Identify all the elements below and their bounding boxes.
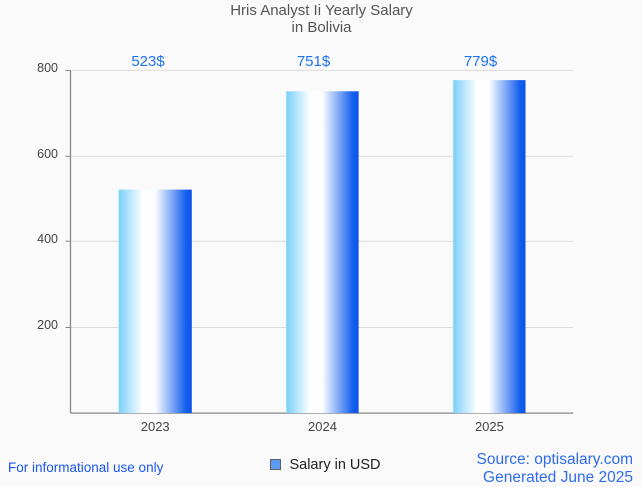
- svg-text:2025: 2025: [475, 419, 504, 434]
- svg-text:800: 800: [37, 61, 58, 75]
- svg-text:779$: 779$: [464, 53, 498, 70]
- svg-text:400: 400: [37, 232, 58, 246]
- svg-text:751$: 751$: [297, 53, 331, 70]
- svg-text:2023: 2023: [141, 419, 170, 434]
- svg-text:2024: 2024: [308, 419, 337, 434]
- svg-text:600: 600: [37, 147, 58, 161]
- svg-text:523$: 523$: [131, 53, 165, 70]
- svg-text:200: 200: [37, 318, 58, 332]
